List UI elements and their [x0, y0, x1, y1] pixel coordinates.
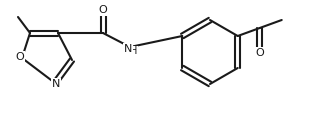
Text: H: H [130, 46, 138, 56]
Text: O: O [16, 52, 24, 62]
Text: N: N [52, 79, 60, 89]
Text: O: O [255, 48, 264, 58]
Text: O: O [99, 5, 107, 15]
Text: N: N [124, 44, 132, 54]
